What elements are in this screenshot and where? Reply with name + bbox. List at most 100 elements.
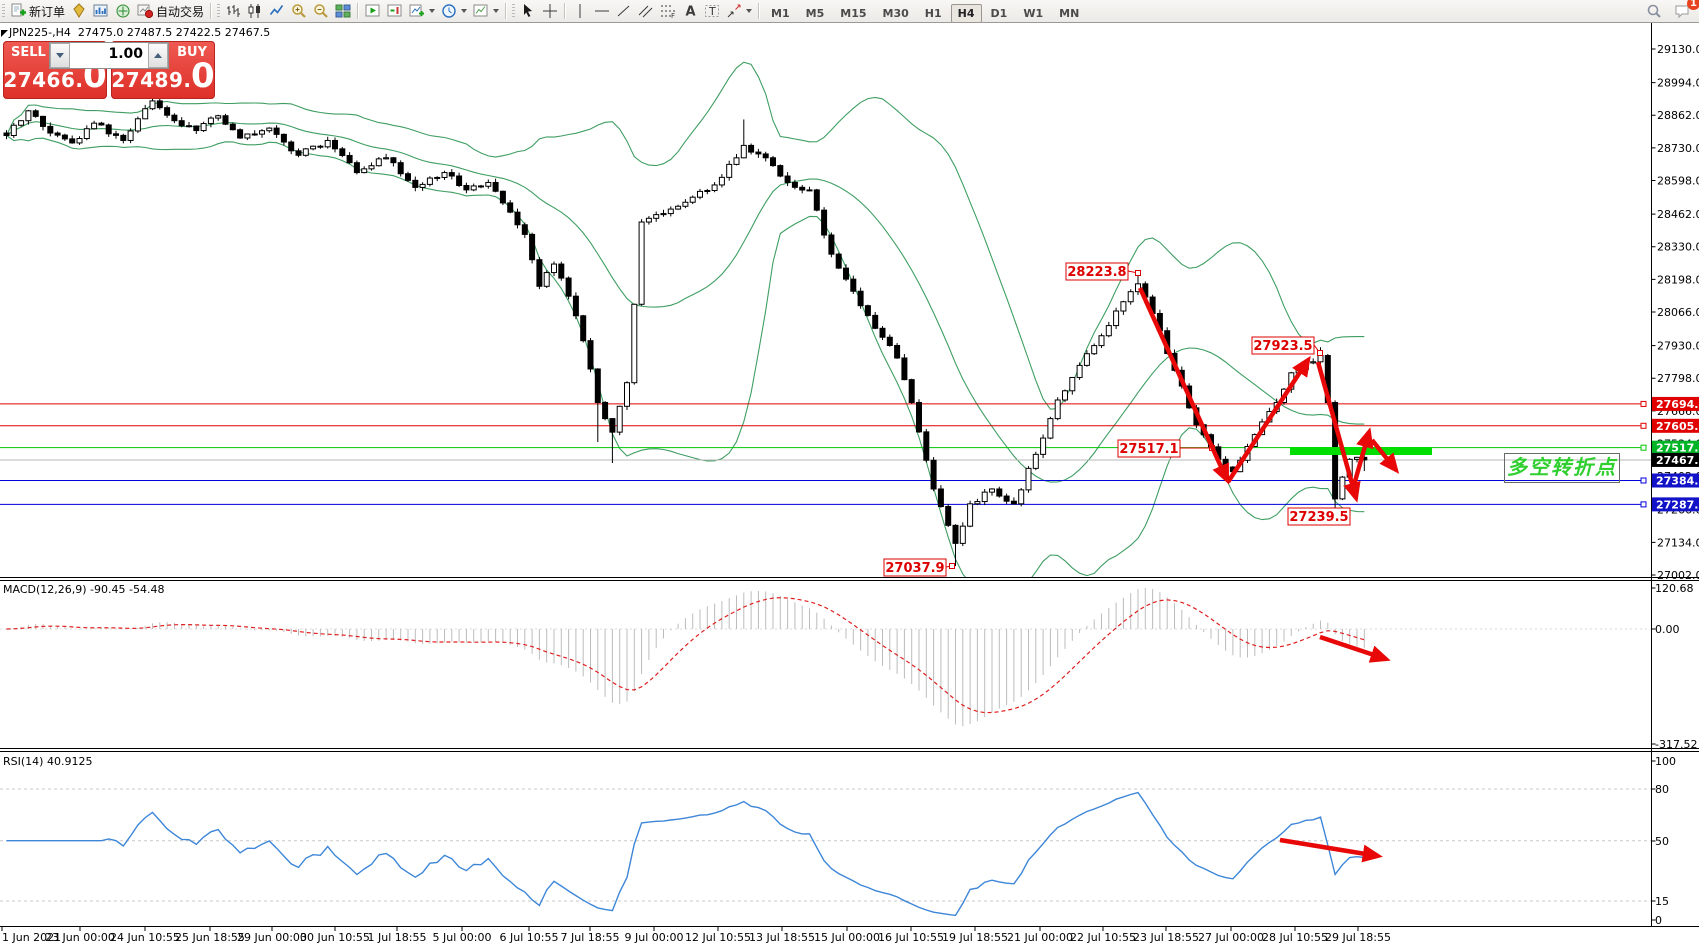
tile-windows-icon (335, 3, 351, 19)
trend-arrow[interactable] (1315, 361, 1361, 503)
candlestick-chart-button[interactable] (244, 1, 266, 21)
vertical-line-button[interactable] (569, 1, 591, 21)
price-callout[interactable]: 28223.8 (1065, 262, 1141, 281)
trend-arrows[interactable] (1137, 287, 1400, 863)
volume-value[interactable]: 1.00 (108, 46, 143, 62)
price-callout[interactable]: 27037.9 (883, 558, 955, 577)
search-button[interactable] (1643, 1, 1665, 21)
periods-button[interactable] (438, 1, 470, 21)
trend-arrow[interactable] (1370, 438, 1400, 474)
panel-collapse-arrow[interactable] (1, 30, 8, 37)
svg-text:27134.0: 27134.0 (1657, 536, 1699, 549)
timeframe-button-h1[interactable]: H1 (924, 6, 942, 20)
timeframe-button-mn[interactable]: MN (1059, 6, 1080, 20)
trend-arrow[interactable] (1319, 634, 1391, 663)
price-callout[interactable]: 27517.1 (1117, 439, 1215, 458)
timeframe-button-d1[interactable]: D1 (990, 6, 1008, 20)
timeframe-button-m5[interactable]: M5 (805, 6, 825, 20)
macd-histogram (13, 588, 1365, 727)
trend-arrow[interactable] (1349, 427, 1374, 493)
notifications-button[interactable]: 1 (1671, 0, 1699, 21)
new-chart-button[interactable] (406, 1, 438, 21)
bar-chart-button[interactable] (222, 1, 244, 21)
price-callout[interactable]: 27923.5 (1251, 336, 1323, 356)
svg-text:28223.8: 28223.8 (1067, 265, 1126, 280)
separator (210, 3, 213, 19)
trendline-icon (616, 3, 632, 19)
price-callouts[interactable]: 28223.8 27923.5 27517.1 27239.5 27037.9 (883, 262, 1351, 577)
separator (505, 3, 508, 19)
channel-button[interactable] (635, 1, 657, 21)
svg-text:29 Jul 18:55: 29 Jul 18:55 (1325, 931, 1391, 944)
price-badge: 27384.3 (1652, 473, 1699, 488)
text-label-button[interactable]: T (701, 1, 723, 21)
timeframe-button-m15[interactable]: M15 (840, 6, 867, 20)
arrows-button[interactable] (723, 1, 755, 21)
chart-shift-button[interactable] (384, 1, 406, 21)
svg-text:19 Jul 18:55: 19 Jul 18:55 (942, 931, 1008, 944)
timeframe-group: M1 M5 M15 M30 H1 H4 D1 W1 MN (763, 2, 1087, 23)
line-handle[interactable] (1640, 444, 1647, 451)
timeframe-button-m30[interactable]: M30 (882, 6, 909, 20)
candles (3, 84, 1368, 567)
svg-text:27517.1: 27517.1 (1656, 442, 1699, 455)
line-handle[interactable] (1640, 477, 1647, 484)
fibonacci-button[interactable]: F (657, 1, 679, 21)
svg-text:100: 100 (1655, 755, 1676, 768)
trend-arrow[interactable] (1137, 287, 1230, 485)
svg-text:0.00: 0.00 (1655, 623, 1680, 636)
market-watch-button[interactable] (90, 1, 112, 21)
line-handle[interactable] (1640, 501, 1647, 508)
svg-text:5 Jul 00:00: 5 Jul 00:00 (433, 931, 492, 944)
svg-text:28730.0: 28730.0 (1657, 142, 1699, 155)
rsi-indicator-label: RSI(14) 40.9125 (3, 755, 93, 768)
navigator-button[interactable] (112, 1, 134, 21)
cursor-button[interactable] (517, 1, 539, 21)
support-zone-line[interactable] (1290, 447, 1432, 455)
tile-windows-button[interactable] (332, 1, 354, 21)
zoom-out-button[interactable] (310, 1, 332, 21)
crosshair-icon (542, 3, 558, 19)
svg-text:28 Jul 10:55: 28 Jul 10:55 (1262, 931, 1328, 944)
templates-button[interactable] (470, 1, 502, 21)
rsi-axis[interactable]: 100 80 50 15 0 (1651, 755, 1677, 927)
toolbar-drag-handle (217, 4, 221, 18)
timeframe-button-m1[interactable]: M1 (771, 6, 790, 20)
trendline-button[interactable] (613, 1, 635, 21)
svg-text:30 Jun 10:55: 30 Jun 10:55 (300, 931, 370, 944)
line-handle[interactable] (1640, 422, 1647, 429)
volume-down-button[interactable] (50, 43, 70, 68)
new-order-button[interactable]: 新订单 (7, 1, 68, 21)
new-order-label: 新订单 (29, 4, 66, 19)
volume-up-button[interactable] (148, 43, 168, 68)
note-text-box[interactable]: 多空转折点 (1504, 453, 1620, 483)
autotrading-button[interactable]: 自动交易 (134, 1, 207, 21)
quotes-button[interactable] (68, 1, 90, 21)
auto-scroll-button[interactable] (362, 1, 384, 21)
svg-text:15: 15 (1655, 895, 1669, 908)
text-button[interactable]: A (679, 1, 701, 21)
trend-arrow[interactable] (1279, 837, 1383, 863)
timeframe-button-h4[interactable]: H4 (950, 3, 982, 23)
line-chart-button[interactable] (266, 1, 288, 21)
timeframe-button-w1[interactable]: W1 (1023, 6, 1044, 20)
price-callout[interactable]: 27239.5 (1287, 507, 1351, 526)
svg-text:A: A (686, 5, 696, 20)
macd-axis[interactable]: 120.68 0.00 -317.52 (1651, 582, 1698, 751)
price-axis[interactable]: 29130.0 28994.0 28862.0 28730.0 28598.0 28462… (1651, 43, 1699, 582)
chevron-down-icon (56, 53, 64, 58)
zoom-in-button[interactable] (288, 1, 310, 21)
svg-text:29130.0: 29130.0 (1657, 43, 1699, 56)
line-handle[interactable] (1640, 400, 1647, 407)
horizontal-line-button[interactable] (591, 1, 613, 21)
svg-text:27605.6: 27605.6 (1656, 420, 1699, 433)
notification-count-badge: 1 (1687, 0, 1699, 10)
svg-text:28862.0: 28862.0 (1657, 109, 1699, 122)
trend-arrow[interactable] (1226, 355, 1311, 484)
crosshair-button[interactable] (539, 1, 561, 21)
bar-chart-icon (225, 3, 241, 19)
svg-text:50: 50 (1655, 835, 1669, 848)
dropdown-caret-icon (429, 9, 436, 13)
